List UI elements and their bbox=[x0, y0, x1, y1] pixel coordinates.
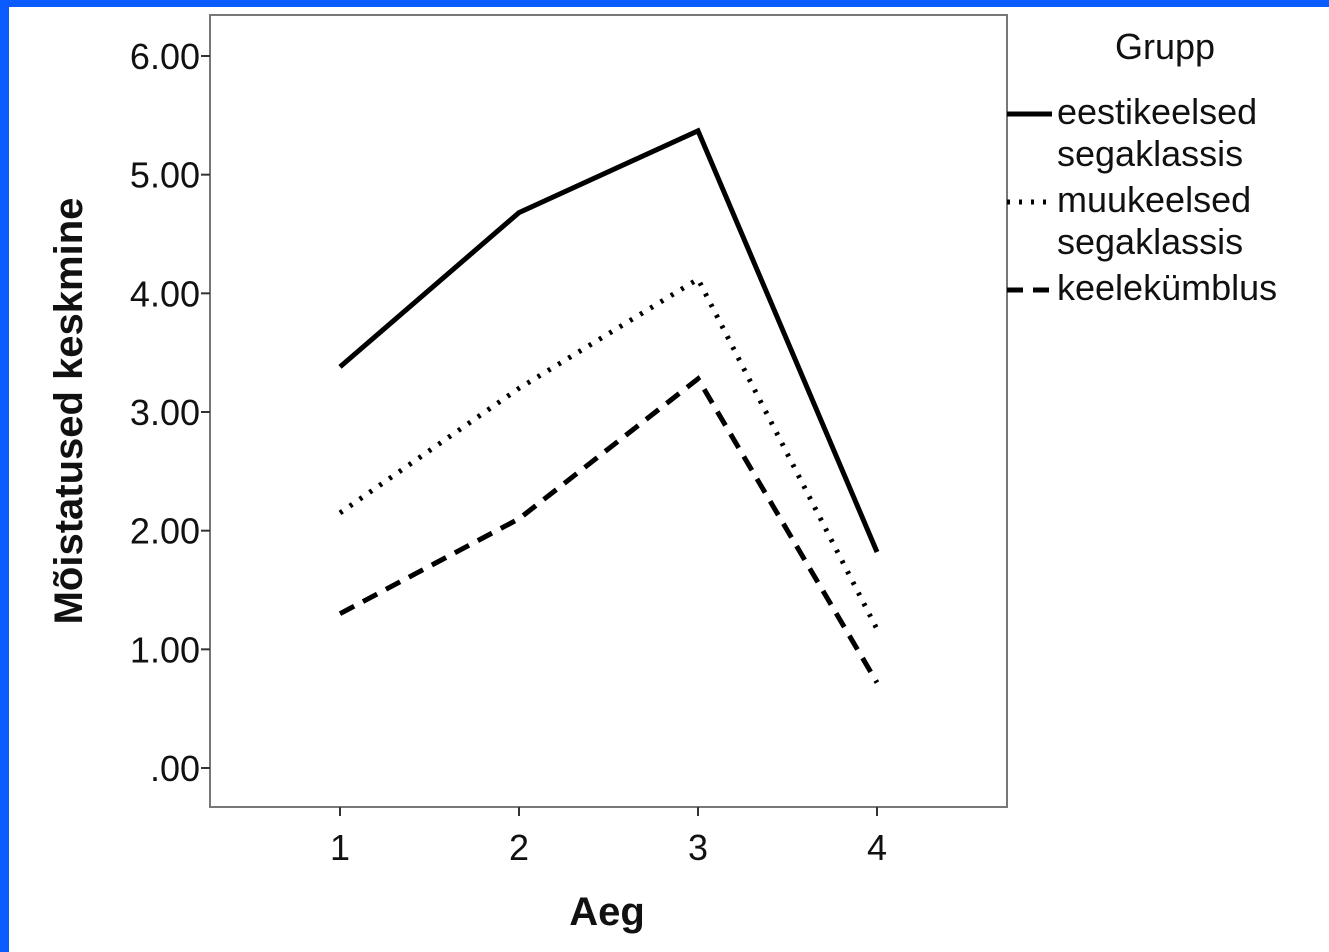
y-tick-label: 1.00 bbox=[130, 629, 200, 670]
series-lines bbox=[338, 127, 880, 684]
series-line-3 bbox=[338, 375, 880, 684]
y-tick-label: 6.00 bbox=[130, 36, 200, 77]
y-tick-label: 3.00 bbox=[130, 392, 200, 433]
series-line-2 bbox=[338, 275, 880, 631]
x-axis-title: Aeg bbox=[569, 890, 645, 934]
y-tick-label: .00 bbox=[150, 748, 200, 789]
x-tick-label: 4 bbox=[867, 827, 887, 868]
legend-label: segaklassis bbox=[1057, 221, 1243, 262]
y-tick-label: 2.00 bbox=[130, 511, 200, 552]
plot-border bbox=[209, 14, 1008, 808]
legend-label: muukeelsed bbox=[1057, 179, 1251, 220]
series-line-1 bbox=[338, 127, 880, 553]
y-tick-label: 5.00 bbox=[130, 155, 200, 196]
legend-label: eestikeelsed bbox=[1057, 91, 1257, 132]
y-axis-title: Mõistatused keskmine bbox=[47, 198, 91, 625]
x-tick-label: 1 bbox=[330, 827, 350, 868]
plot-area bbox=[209, 14, 1008, 808]
x-tick-label: 2 bbox=[509, 827, 529, 868]
line-chart: .00 1.00 2.00 3.00 4.00 5.00 6.00 1 2 3 4 Aeg Mõi… bbox=[47, 14, 1277, 934]
legend-title: Grupp bbox=[1115, 26, 1215, 67]
legend: Grupp eestikeelsedsegaklassismuukeelseds… bbox=[1007, 26, 1277, 308]
y-tick-label: 4.00 bbox=[130, 273, 200, 314]
legend-label: keelekümblus bbox=[1057, 267, 1277, 308]
y-axis: .00 1.00 2.00 3.00 4.00 5.00 6.00 bbox=[130, 36, 210, 789]
x-tick-label: 3 bbox=[688, 827, 708, 868]
x-axis: 1 2 3 4 bbox=[330, 807, 887, 868]
legend-label: segaklassis bbox=[1057, 133, 1243, 174]
